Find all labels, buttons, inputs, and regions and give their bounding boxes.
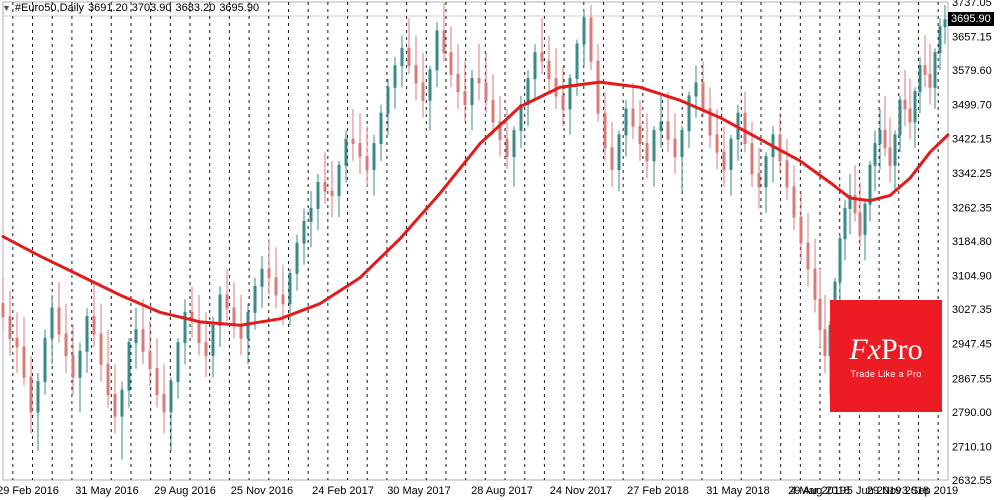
svg-text:3422.15: 3422.15 [952,133,992,145]
ohlc-low: 3683.20 [176,2,216,14]
svg-text:3499.70: 3499.70 [952,100,992,112]
svg-text:31 May 2016: 31 May 2016 [75,485,139,497]
chart-container: ▼ #Euro50,Daily 3691.20 3703.90 3683.20 … [0,0,1000,500]
price-flag: 3695.90 [948,12,994,26]
svg-text:30 May 2017: 30 May 2017 [387,485,451,497]
svg-text:3657.15: 3657.15 [952,32,992,44]
svg-text:3579.60: 3579.60 [952,65,992,77]
ohlc-high: 3703.90 [132,2,172,14]
svg-text:3 Sep 2019: 3 Sep 2019 [902,485,958,497]
instrument-bar: ▼ #Euro50,Daily 3691.20 3703.90 3683.20 … [2,2,259,14]
svg-text:5 Jun 2019: 5 Jun 2019 [847,485,901,497]
svg-text:2867.55: 2867.55 [952,373,992,385]
svg-text:3184.80: 3184.80 [952,236,992,248]
dropdown-arrow-icon[interactable]: ▼ [2,3,11,13]
svg-text:3104.90: 3104.90 [952,271,992,283]
instrument-name: #Euro50,Daily [15,2,84,14]
svg-text:3262.35: 3262.35 [952,202,992,214]
svg-text:28 Aug 2017: 28 Aug 2017 [471,485,533,497]
logo-text: FxPro [849,333,922,367]
svg-text:2947.45: 2947.45 [952,339,992,351]
logo-tagline: Trade Like a Pro [851,369,922,379]
ohlc-close: 3695.90 [219,2,259,14]
svg-text:31 May 2018: 31 May 2018 [706,485,770,497]
svg-text:25 Nov 2016: 25 Nov 2016 [231,485,293,497]
ohlc-open: 3691.20 [88,2,128,14]
svg-text:3027.35: 3027.35 [952,304,992,316]
svg-text:3737.05: 3737.05 [952,0,992,9]
svg-text:24 Nov 2017: 24 Nov 2017 [550,485,612,497]
svg-text:4 Mar 2019: 4 Mar 2019 [790,485,846,497]
broker-logo: FxPro Trade Like a Pro [830,300,942,412]
svg-text:27 Feb 2018: 27 Feb 2018 [627,485,689,497]
svg-text:2710.10: 2710.10 [952,441,992,453]
price-chart[interactable]: 3737.05 3657.15 3579.60 3499.70 3422.15 3342.… [0,0,1000,500]
svg-text:24 Feb 2017: 24 Feb 2017 [312,485,374,497]
svg-text:2790.00: 2790.00 [952,407,992,419]
svg-text:29 Feb 2016: 29 Feb 2016 [0,485,59,497]
svg-text:29 Aug 2016: 29 Aug 2016 [154,485,216,497]
svg-text:3342.25: 3342.25 [952,168,992,180]
